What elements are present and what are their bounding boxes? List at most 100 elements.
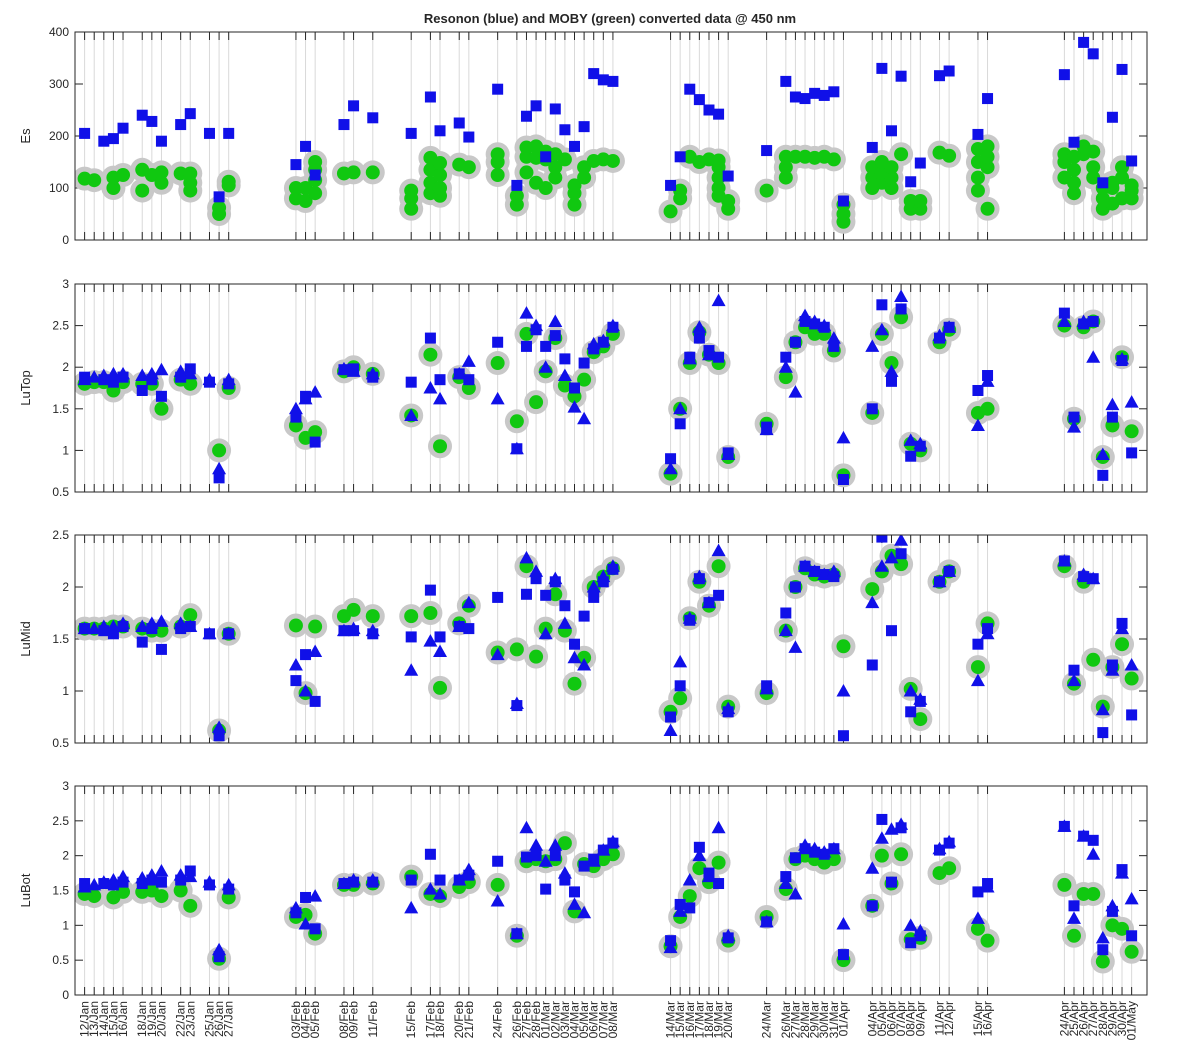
y-tick-label: 0.5 bbox=[52, 736, 69, 750]
x-tick-label: 17/Feb bbox=[423, 1001, 437, 1039]
moby-point bbox=[567, 197, 582, 212]
resonon-triangle bbox=[1066, 911, 1081, 924]
resonon-square bbox=[934, 70, 946, 82]
moby-point bbox=[154, 889, 169, 904]
x-tick-label: 15/Feb bbox=[404, 1001, 418, 1039]
moby-point bbox=[980, 160, 995, 175]
resonon-triangle bbox=[759, 914, 774, 928]
moby-point bbox=[557, 836, 572, 851]
moby-series bbox=[75, 134, 1144, 234]
resonon-triangle bbox=[586, 336, 601, 350]
moby-point bbox=[1086, 170, 1101, 185]
resonon-square bbox=[300, 140, 312, 152]
resonon-square bbox=[434, 125, 446, 137]
chart-title: Resonon (blue) and MOBY (green) converte… bbox=[424, 11, 796, 26]
moby-point bbox=[970, 921, 985, 936]
moby-point bbox=[548, 160, 563, 175]
resonon-square bbox=[876, 535, 888, 543]
resonon-square bbox=[885, 375, 897, 387]
moby-point bbox=[970, 170, 985, 185]
x-tick-label: 03/Mar bbox=[558, 1001, 572, 1038]
y-tick-label: 200 bbox=[49, 129, 69, 143]
resonon-triangle bbox=[586, 854, 601, 867]
resonon-triangle bbox=[567, 897, 582, 910]
x-tick-label: 27/Mar bbox=[788, 1001, 802, 1038]
resonon-triangle bbox=[404, 408, 419, 421]
x-tick-label: 16/Mar bbox=[683, 1001, 697, 1038]
y-tick-label: 0 bbox=[62, 233, 69, 247]
panel-es: 0 100 200 300 400 Es bbox=[18, 25, 1148, 247]
resonon-square bbox=[155, 390, 167, 402]
resonon-square bbox=[568, 638, 580, 650]
x-tick-label: 15/Jan bbox=[106, 1001, 120, 1037]
resonon-triangle bbox=[1105, 898, 1120, 912]
moby-point bbox=[490, 168, 505, 182]
x-tick-label: 27/Feb bbox=[519, 1001, 533, 1039]
resonon-square bbox=[1068, 136, 1080, 148]
resonon-square bbox=[837, 949, 849, 961]
resonon-square bbox=[876, 299, 888, 311]
resonon-triangle bbox=[980, 374, 995, 387]
y-axis-label: LuMid bbox=[18, 621, 33, 656]
resonon-triangle bbox=[807, 841, 822, 855]
resonon-square bbox=[1087, 48, 1099, 60]
moby-point bbox=[903, 194, 918, 208]
x-tick-label: 19/Mar bbox=[712, 1001, 726, 1038]
moby-series bbox=[75, 543, 1144, 743]
resonon-triangle bbox=[673, 654, 688, 668]
resonon-triangle bbox=[452, 873, 467, 886]
moby-point bbox=[308, 619, 323, 634]
x-tick-label: 31/Mar bbox=[827, 1001, 841, 1038]
resonon-triangle bbox=[365, 366, 380, 380]
moby-point bbox=[173, 166, 188, 181]
x-tick-label: 08/Feb bbox=[337, 1001, 351, 1039]
resonon-triangle bbox=[298, 916, 313, 930]
moby-point bbox=[433, 680, 448, 695]
resonon-triangle bbox=[836, 684, 851, 697]
resonon-triangle bbox=[557, 866, 572, 879]
resonon-triangle bbox=[183, 869, 198, 883]
resonon-series bbox=[77, 289, 1139, 486]
x-tick-label: 17/Mar bbox=[692, 1001, 706, 1038]
x-tick-label: 15/Mar bbox=[673, 1001, 687, 1038]
resonon-square bbox=[684, 902, 696, 914]
x-tick-label: 07/Apr bbox=[894, 1001, 908, 1036]
moby-point bbox=[509, 642, 524, 657]
resonon-triangle bbox=[1095, 447, 1110, 461]
resonon-triangle bbox=[548, 571, 563, 585]
moby-point bbox=[778, 160, 793, 175]
x-tick-label: 15/Apr bbox=[971, 1001, 985, 1036]
resonon-square bbox=[175, 371, 187, 383]
moby-point bbox=[433, 168, 448, 182]
resonon-triangle bbox=[548, 838, 563, 851]
resonon-triangle bbox=[529, 838, 544, 851]
resonon-triangle bbox=[336, 876, 351, 890]
resonon-triangle bbox=[721, 701, 736, 715]
resonon-square bbox=[665, 711, 677, 723]
moby-point bbox=[778, 370, 793, 385]
moby-point bbox=[894, 557, 909, 572]
resonon-square bbox=[549, 103, 561, 115]
moby-point bbox=[1086, 652, 1101, 667]
resonon-triangle bbox=[970, 911, 985, 924]
moby-point bbox=[183, 376, 198, 391]
resonon-triangle bbox=[865, 595, 880, 609]
x-tick-label: 01/Apr bbox=[836, 1001, 850, 1036]
resonon-triangle bbox=[423, 381, 438, 394]
resonon-triangle bbox=[894, 289, 909, 302]
resonon-square bbox=[540, 340, 552, 352]
resonon-triangle bbox=[970, 418, 985, 431]
moby-point bbox=[663, 204, 678, 219]
resonon-square bbox=[780, 351, 792, 363]
y-tick-label: 2 bbox=[62, 849, 69, 863]
moby-point bbox=[1086, 160, 1101, 175]
resonon-square bbox=[866, 403, 878, 415]
resonon-square bbox=[405, 376, 417, 388]
resonon-triangle bbox=[1124, 891, 1139, 905]
moby-point bbox=[836, 639, 851, 654]
x-tick-label: 24/Apr bbox=[1057, 1001, 1071, 1036]
moby-point bbox=[1124, 944, 1139, 959]
resonon-triangle bbox=[461, 595, 476, 609]
moby-point bbox=[980, 201, 995, 216]
resonon-triangle bbox=[711, 293, 726, 307]
